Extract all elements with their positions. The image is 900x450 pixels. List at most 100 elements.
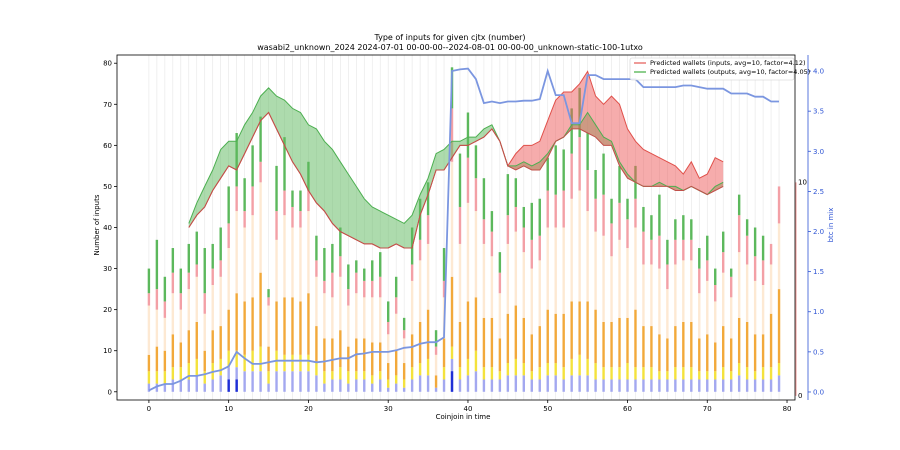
bar-segment-green xyxy=(626,198,629,220)
bar-segment-green xyxy=(570,108,573,154)
bar-segment-yellow xyxy=(698,371,701,380)
bar-segment-blue xyxy=(347,383,350,392)
bar-segment-pink xyxy=(163,301,167,318)
bar-segment-pink xyxy=(626,219,629,249)
bar-segment-green xyxy=(698,248,701,269)
bar-segment-green xyxy=(745,219,749,236)
bar-segment-pink xyxy=(737,215,741,253)
bar-segment-cream xyxy=(331,297,334,339)
bar-segment-yellow xyxy=(371,375,374,384)
x-tick-label: 50 xyxy=(543,405,552,413)
bar-segment-orange xyxy=(562,313,565,368)
bar-segment-pink xyxy=(506,215,510,244)
bar-segment-yellow xyxy=(315,363,318,376)
bar-segment-yellow xyxy=(474,350,478,372)
bar-segment-orange xyxy=(379,342,382,372)
bar-segment-yellow xyxy=(610,367,613,380)
bar-segment-orange xyxy=(195,321,198,359)
bar-segment-yellow xyxy=(379,371,382,380)
bar-segment-blue xyxy=(650,379,653,392)
bar-segment-green xyxy=(714,268,717,285)
bar-segment-cream xyxy=(602,235,605,322)
bar-segment-green xyxy=(283,137,286,191)
bar-segment-cream xyxy=(243,227,246,302)
x-tick-label: 70 xyxy=(703,405,712,413)
bar-segment-orange xyxy=(618,317,621,368)
bar-segment-pink xyxy=(594,198,597,232)
bar-segment-cream xyxy=(698,293,701,339)
bar-segment-cream xyxy=(594,231,597,310)
bar-segment-orange xyxy=(594,309,597,364)
bar-highlight xyxy=(227,379,230,392)
bar-segment-yellow xyxy=(466,358,470,376)
bar-segment-pink xyxy=(745,235,749,265)
bar-segment-blue xyxy=(666,379,669,392)
x-tick-label: 40 xyxy=(464,405,473,413)
bar-segment-pink xyxy=(586,170,589,212)
bar-segment-blue xyxy=(179,379,183,392)
prediction-bands xyxy=(188,70,724,249)
bar-segment-pink xyxy=(753,256,757,281)
bar-segment-pink xyxy=(219,260,222,277)
bar-segment-orange xyxy=(155,346,159,372)
bar-segment-blue xyxy=(729,379,733,392)
bar-segment-cream xyxy=(658,268,661,335)
bar-segment-green xyxy=(753,227,757,257)
bar-segment-blue xyxy=(426,375,430,392)
bar-segment-green xyxy=(179,268,183,294)
y-axis-label: Number of inputs xyxy=(93,194,101,255)
bar-segment-green xyxy=(355,260,358,273)
bar-segment-blue xyxy=(610,379,613,392)
bar-segment-pink xyxy=(283,190,286,216)
bar-segment-green xyxy=(706,235,709,261)
bar-segment-pink xyxy=(307,190,310,212)
bar-segment-green xyxy=(458,153,462,207)
bar-segment-green xyxy=(291,190,294,207)
bar-segment-yellow xyxy=(594,363,597,380)
bar-segment-pink xyxy=(650,239,653,265)
bar-segment-orange xyxy=(283,297,286,355)
bar-segment-cream xyxy=(402,338,406,364)
bar-segment-yellow xyxy=(586,358,589,376)
bar-segment-yellow xyxy=(410,367,414,380)
bar-segment-pink xyxy=(698,268,701,294)
y-tick-label: 40 xyxy=(103,224,112,232)
bar-segment-cream xyxy=(283,215,286,298)
bar-segment-yellow xyxy=(155,371,159,384)
bar-segment-orange xyxy=(458,321,462,368)
bar-segment-green xyxy=(155,239,159,290)
bar-segment-blue xyxy=(706,379,709,392)
bar-segment-cream xyxy=(666,289,669,339)
bar-segment-cream xyxy=(323,293,326,339)
bar-segment-pink xyxy=(474,178,478,212)
bar-segment-yellow xyxy=(674,367,677,380)
bar-segment-yellow xyxy=(203,371,206,384)
bar-segment-cream xyxy=(546,227,549,310)
bar-segment-orange xyxy=(171,334,175,368)
bar-segment-orange xyxy=(251,297,254,351)
bar-segment-blue xyxy=(355,379,358,392)
bar-segment-orange xyxy=(315,326,318,364)
stacked-bars xyxy=(147,67,781,392)
bar-segment-green xyxy=(195,231,198,265)
bar-segment-blue xyxy=(554,375,557,392)
bar-segment-green xyxy=(650,215,653,240)
bar-segment-pink xyxy=(275,211,278,240)
bar-segment-orange xyxy=(698,338,701,372)
bar-segment-cream xyxy=(251,215,254,298)
bar-segment-blue xyxy=(410,379,414,392)
bar-segment-orange xyxy=(642,326,645,368)
bar-segment-orange xyxy=(729,338,733,372)
bar-segment-orange xyxy=(538,326,541,368)
btc-line xyxy=(148,67,779,392)
bar-segment-cream xyxy=(769,264,773,314)
bar-segment-cream xyxy=(753,280,757,335)
bar-segment-cream xyxy=(618,239,621,318)
bar-segment-blue xyxy=(514,375,518,392)
bar-segment-pink xyxy=(546,190,549,228)
bar-segment-green xyxy=(163,276,167,302)
bar-segment-blue xyxy=(394,383,398,392)
bar-segment-green xyxy=(275,165,278,212)
bar-segment-cream xyxy=(530,268,533,335)
bar-segment-yellow xyxy=(642,367,645,380)
